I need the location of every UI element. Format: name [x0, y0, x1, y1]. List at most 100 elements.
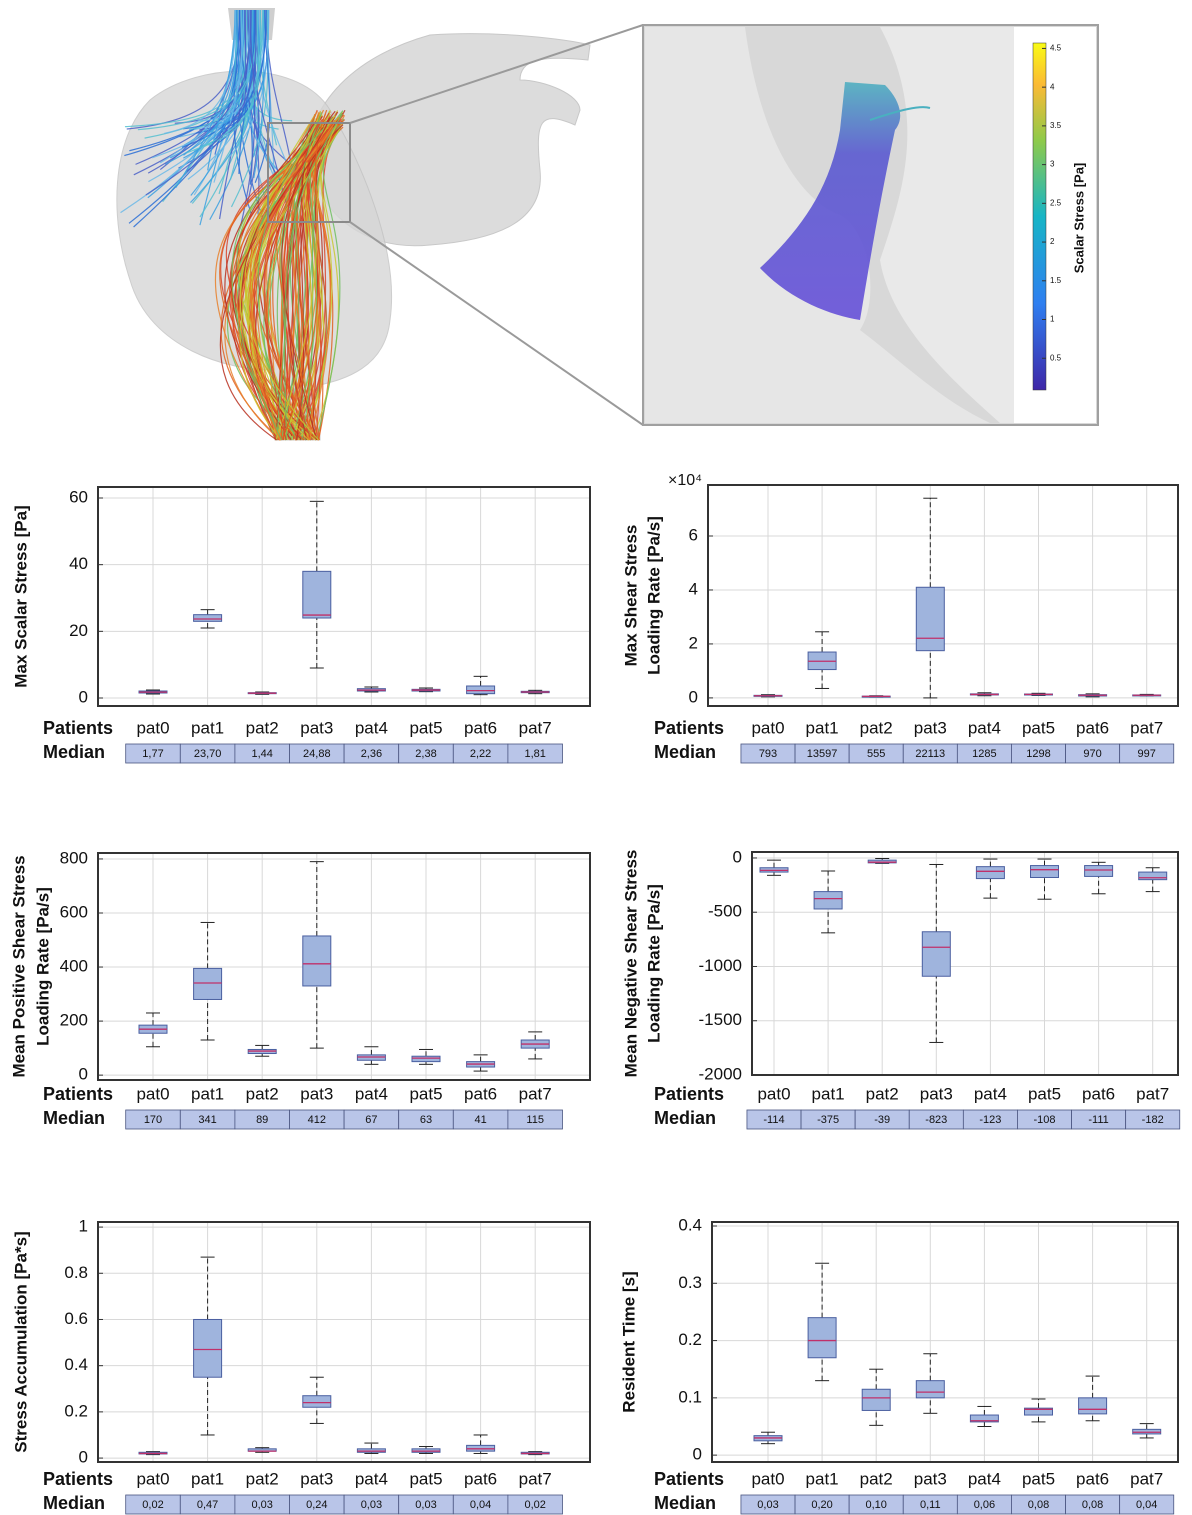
x-tick-label: pat6 [464, 1469, 497, 1488]
y-tick-label: 0.1 [678, 1387, 702, 1406]
y-tick-label: -2000 [699, 1064, 742, 1083]
median-label: 2,36 [361, 748, 382, 760]
streamline [240, 9, 256, 226]
median-cell [507, 1494, 563, 1515]
median-label: 0,03 [251, 1499, 272, 1511]
x-tick-label: pat7 [1130, 1469, 1163, 1488]
category-row-label: Patients [654, 1469, 724, 1489]
colorbar-tick-label: 3.5 [1050, 121, 1062, 130]
streamline [246, 110, 322, 441]
x-tick-label: pat5 [409, 1084, 442, 1103]
box [1024, 1407, 1053, 1416]
y-axis-label: Loading Rate [Pa/s] [644, 884, 663, 1043]
box [1138, 871, 1168, 881]
box [969, 1414, 999, 1423]
y-tick-label: 0.8 [64, 1263, 88, 1282]
zoom-line [349, 221, 644, 426]
x-tick-label: pat6 [1076, 718, 1109, 737]
streamline [281, 124, 344, 441]
axes-frame [711, 1221, 1179, 1463]
streamline [186, 9, 260, 154]
streamline [250, 110, 319, 441]
streamline [281, 109, 328, 441]
x-tick-label: pat0 [751, 1469, 784, 1488]
x-tick-label: pat4 [968, 1469, 1001, 1488]
y-tick-label: -500 [708, 902, 742, 921]
box [1084, 865, 1114, 877]
median-label: 1285 [972, 748, 996, 760]
median-label: -114 [763, 1114, 784, 1126]
x-tick-label: pat4 [355, 718, 388, 737]
x-tick-label: pat2 [246, 718, 279, 737]
x-tick-label: pat7 [519, 1469, 552, 1488]
median-label: 0,03 [757, 1499, 778, 1511]
x-tick-label: pat4 [355, 1084, 388, 1103]
x-tick-label: pat3 [920, 1084, 953, 1103]
streamline [207, 9, 236, 171]
streamline [284, 113, 343, 441]
x-tick-label: pat7 [1136, 1084, 1169, 1103]
median-label: 0,02 [142, 1499, 163, 1511]
x-tick-label: pat0 [751, 718, 784, 737]
x-tick-label: pat0 [136, 1084, 169, 1103]
median-label: 0,24 [306, 1499, 327, 1511]
y-tick-label: 400 [60, 957, 88, 976]
median-label: -108 [1033, 1114, 1055, 1126]
x-tick-label: pat2 [866, 1084, 899, 1103]
x-tick-label: pat1 [806, 718, 839, 737]
median-label: 0,02 [524, 1499, 545, 1511]
median-row-label: Median [43, 742, 105, 762]
median-label: 0,03 [415, 1499, 436, 1511]
y-tick-label: 0 [689, 687, 698, 706]
median-label: 1,44 [251, 748, 272, 760]
median-label: 0,08 [1082, 1499, 1103, 1511]
median-cell [1119, 743, 1175, 764]
x-tick-label: pat5 [409, 1469, 442, 1488]
box [411, 1055, 441, 1063]
y-tick-label: 20 [69, 621, 88, 640]
median-label: 63 [420, 1114, 432, 1126]
x-tick-label: pat7 [519, 1084, 552, 1103]
y-tick-label: 0 [79, 1065, 88, 1084]
x-tick-label: pat3 [300, 1469, 333, 1488]
box [466, 685, 496, 695]
colorbar-tick-label: 4 [1050, 82, 1055, 91]
y-axis-label: Resident Time [s] [619, 1271, 638, 1412]
y-tick-label: 0 [733, 847, 742, 866]
median-cell [1119, 1494, 1175, 1515]
box [813, 891, 843, 910]
x-tick-label: pat3 [300, 1084, 333, 1103]
box [302, 1395, 332, 1408]
box-chart: 0 200 400 600 800 pat0 170 pat1 341 pat2 89 pat3 412… [9, 848, 591, 1130]
colorbar-tick-label: 4.5 [1050, 44, 1062, 53]
median-label: 0,47 [197, 1499, 218, 1511]
category-row-label: Patients [654, 1084, 724, 1104]
median-label: 1298 [1026, 748, 1050, 760]
x-tick-label: pat0 [136, 1469, 169, 1488]
y-tick-label: 200 [60, 1011, 88, 1030]
box [193, 967, 223, 1000]
median-label: 341 [198, 1114, 216, 1126]
box [193, 614, 223, 622]
median-row-label: Median [654, 1108, 716, 1128]
median-label: 89 [256, 1114, 268, 1126]
x-tick-label: pat2 [860, 718, 893, 737]
streamline [239, 123, 344, 441]
streamline [120, 9, 243, 214]
y-axis-label: Max Scalar Stress [Pa] [11, 505, 30, 687]
box [807, 1317, 837, 1359]
x-tick-label: pat0 [136, 718, 169, 737]
inset-streamlines [760, 82, 901, 320]
y-axis-label: Loading Rate [Pa/s] [644, 516, 663, 675]
median-row-label: Median [654, 742, 716, 762]
box [193, 1318, 223, 1378]
streamline [296, 125, 317, 441]
streamline [231, 128, 324, 441]
y-tick-label: -1000 [699, 956, 742, 975]
box [975, 866, 1005, 880]
streamline [265, 9, 292, 163]
streamline [145, 9, 257, 196]
median-label: 0,10 [865, 1499, 886, 1511]
x-tick-label: pat1 [812, 1084, 845, 1103]
